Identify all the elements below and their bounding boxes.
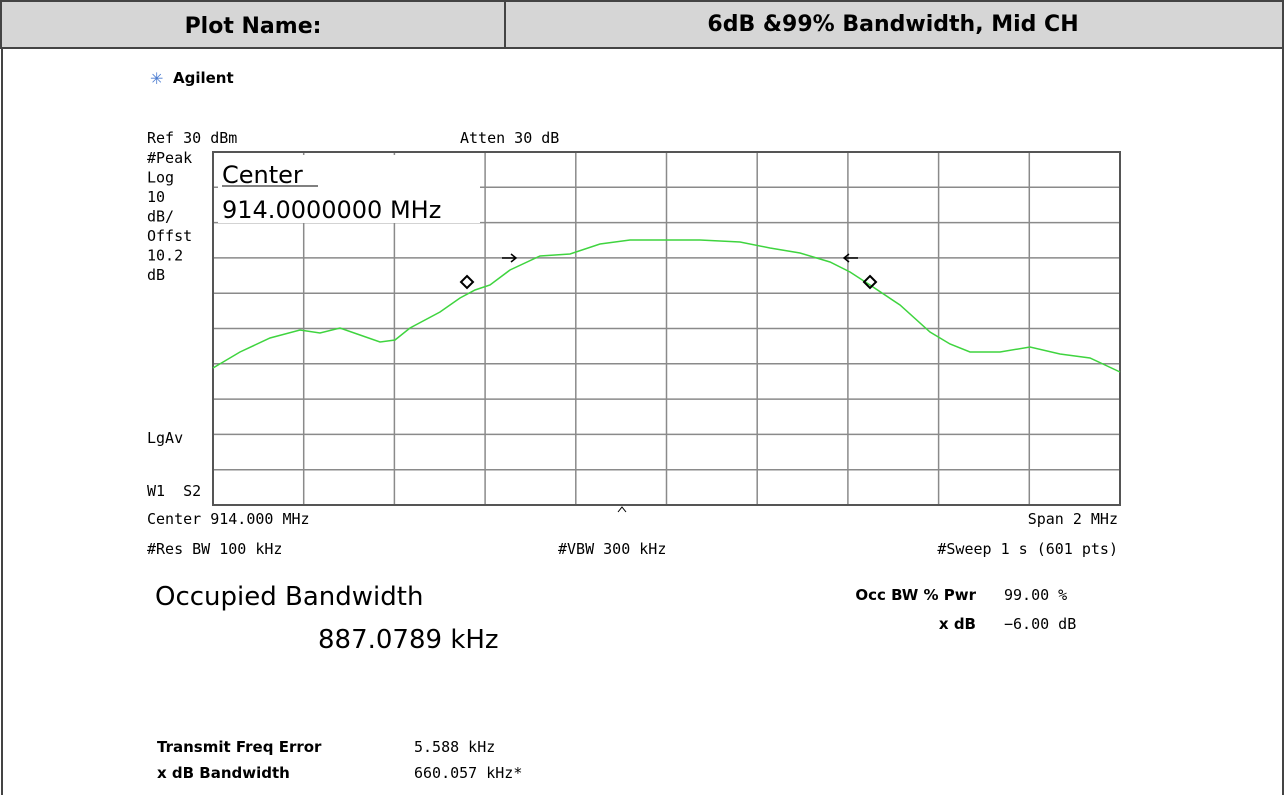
vbw: #VBW 300 kHz	[558, 540, 666, 558]
res-bw: #Res BW 100 kHz	[147, 540, 282, 558]
left-label: 10	[147, 188, 165, 206]
xdb-bw-value: 660.057 kHz*	[414, 764, 522, 782]
left-label: dB/	[147, 208, 174, 226]
left-label: #Peak	[147, 149, 192, 167]
sweep: #Sweep 1 s (601 pts)	[937, 540, 1118, 558]
span: Span 2 MHz	[1028, 510, 1118, 528]
marker-box	[218, 155, 480, 223]
left-label: 10.2	[147, 247, 183, 265]
trace-label: W1 S2	[147, 482, 201, 500]
graticule-border	[212, 151, 1121, 506]
left-label: Offst	[147, 227, 192, 245]
xdb-label: x dB	[939, 615, 976, 633]
pwr-value: 99.00 %	[1004, 586, 1067, 604]
avg-label: LgAv	[147, 429, 183, 447]
freq-err-value: 5.588 kHz	[414, 738, 495, 756]
trace	[212, 239, 1121, 373]
marker-value: 914.0000000 MHz	[222, 196, 441, 224]
header-row	[0, 0, 1284, 49]
result-value: 887.0789 kHz	[318, 625, 499, 655]
left-label: dB	[147, 266, 165, 284]
center-caret	[617, 506, 627, 513]
marker-label: Center	[222, 161, 303, 189]
header-value: 6dB &99% Bandwidth, Mid CH	[707, 12, 1078, 37]
logo-icon: ✳	[150, 71, 163, 88]
freq-err-label: Transmit Freq Error	[157, 738, 322, 756]
brand: Agilent	[173, 69, 234, 87]
pwr-label: Occ BW % Pwr	[855, 586, 976, 604]
attenuation: Atten 30 dB	[460, 129, 559, 147]
xdb-bw-label: x dB Bandwidth	[157, 764, 290, 782]
xdb-value: −6.00 dB	[1004, 615, 1076, 633]
result-title: Occupied Bandwidth	[155, 582, 423, 612]
bandwidth-arrows	[502, 253, 858, 263]
left-label: Log	[147, 169, 174, 187]
center-freq: Center 914.000 MHz	[147, 510, 310, 528]
markers	[459, 274, 878, 290]
grid	[213, 152, 1120, 505]
header-label: Plot Name:	[185, 14, 322, 39]
ref-level: Ref 30 dBm	[147, 129, 237, 147]
